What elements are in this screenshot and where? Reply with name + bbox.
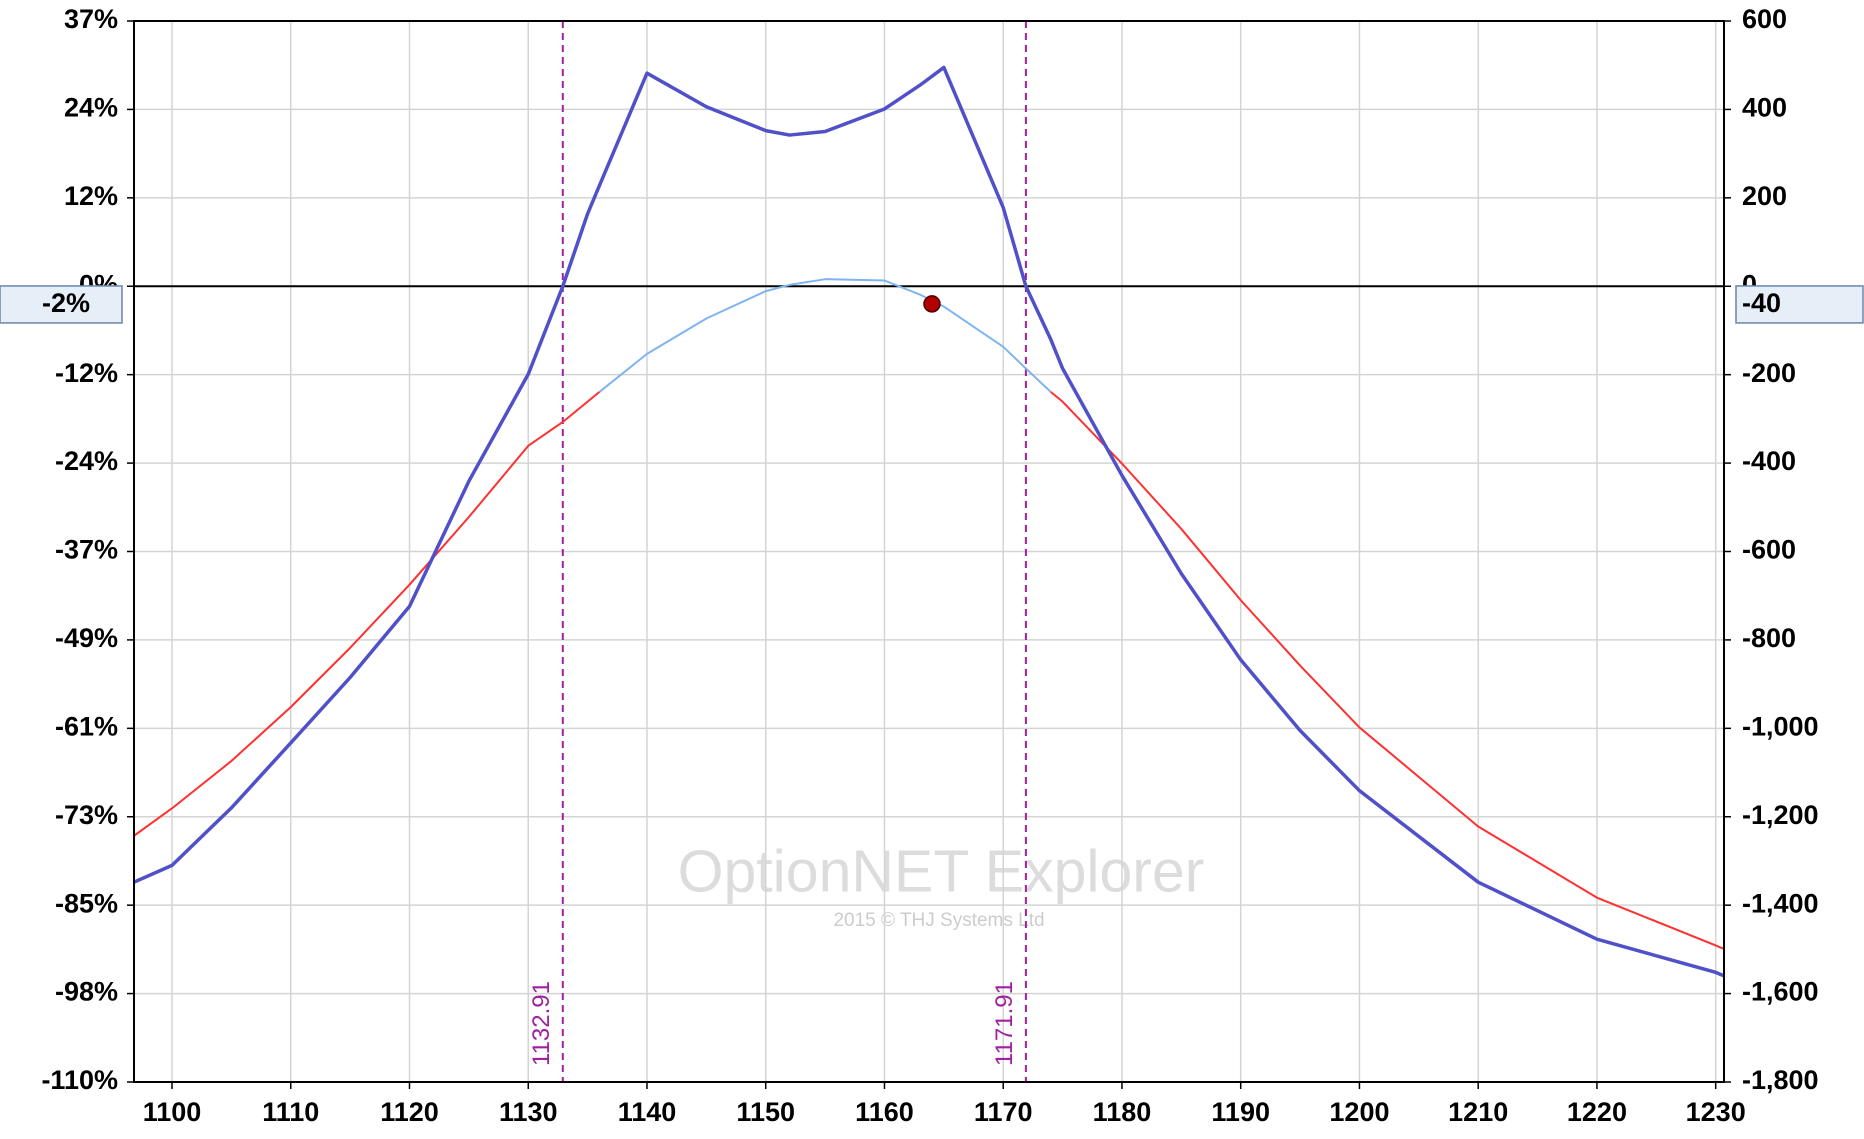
y-tick-label: -24% [55, 446, 118, 476]
watermark-title: OptionNET Explorer [678, 839, 1205, 905]
y-tick-label: 24% [64, 93, 118, 123]
y-tick-label: -85% [55, 888, 118, 918]
y2-tick-label: -800 [1742, 623, 1796, 653]
y-tick-label: 37% [64, 4, 118, 34]
x-tick-label: 1230 [1686, 1097, 1746, 1127]
y2-tick-label: 200 [1742, 181, 1787, 211]
plot-area [134, 65, 1724, 978]
x-tick-label: 1120 [380, 1097, 439, 1127]
x-tick-label: 1150 [736, 1097, 795, 1127]
y2-tick-label: -1,400 [1742, 888, 1819, 918]
x-tick-label: 1200 [1329, 1097, 1389, 1127]
x-tick-label: 1190 [1211, 1097, 1270, 1127]
x-tick-label: 1110 [262, 1097, 319, 1127]
x-tick-label: 1130 [499, 1097, 558, 1127]
y2-tick-label: -1,200 [1742, 800, 1819, 830]
series-line [134, 65, 1724, 978]
current-point [923, 295, 941, 313]
y-tick-label: -37% [55, 535, 118, 565]
x-tick-label: 1170 [974, 1097, 1033, 1127]
y2-tick-label: -200 [1742, 358, 1796, 388]
y-tick-label: -73% [55, 800, 118, 830]
y-tick-label: -49% [55, 623, 118, 653]
x-tick-label: 1220 [1567, 1097, 1627, 1127]
y-tick-label: -12% [55, 358, 118, 388]
y2-tick-label: 600 [1742, 4, 1787, 34]
x-tick-label: 1140 [618, 1097, 677, 1127]
current-box-right [1735, 285, 1864, 324]
x-tick-label: 1100 [143, 1097, 202, 1127]
y2-tick-label: -400 [1742, 446, 1796, 476]
y2-tick-label: -1,000 [1742, 711, 1819, 741]
y2-tick-label: 400 [1742, 93, 1787, 123]
series-line [598, 278, 1052, 393]
y-tick-label: -61% [55, 711, 118, 741]
break-even-label: 1132.91 [528, 981, 555, 1066]
y-tick-label: 12% [64, 181, 118, 211]
plot-frame [133, 20, 1725, 1083]
x-tick-label: 1210 [1448, 1097, 1508, 1127]
y2-tick-label: -1,600 [1742, 977, 1819, 1007]
break-even-label: 1171.91 [991, 981, 1018, 1066]
y-tick-label: -110% [41, 1065, 118, 1095]
y2-tick-label: -600 [1742, 535, 1796, 565]
x-tick-label: 1180 [1093, 1097, 1152, 1127]
x-tick-label: 1160 [855, 1097, 914, 1127]
y-tick-label: -98% [55, 977, 118, 1007]
current-label-right: -40 [1742, 288, 1781, 318]
current-label-left: -2% [42, 288, 90, 318]
current-box-left [0, 285, 123, 324]
watermark-subtitle: 2015 © THJ Systems Ltd [833, 910, 1044, 931]
y2-tick-label: -1,800 [1742, 1065, 1819, 1095]
